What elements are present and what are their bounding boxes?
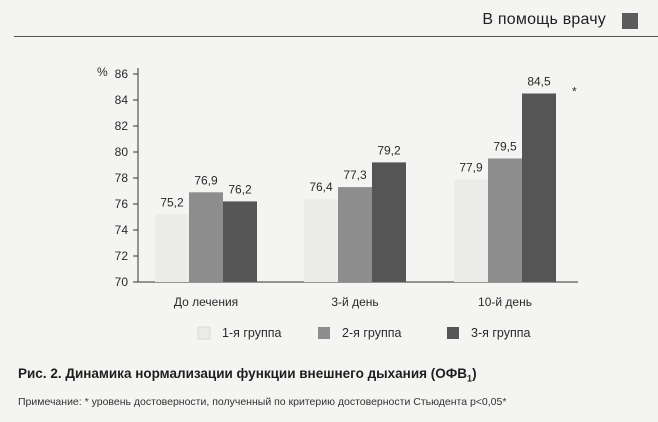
bar	[189, 192, 223, 282]
page-header: В помощь врачу	[0, 0, 658, 37]
section-marker-square	[622, 13, 638, 29]
significance-asterisk: *	[572, 85, 577, 99]
data-label: 77,9	[459, 160, 483, 174]
bar	[338, 187, 372, 282]
data-label: 77,3	[343, 168, 367, 182]
y-tick-label: 74	[115, 223, 129, 237]
figure-note: Примечание: * уровень достоверности, пол…	[18, 396, 507, 408]
data-label: 76,2	[228, 182, 252, 196]
bar-chart: 70 72 74 76 78 80 82 84 86% 75,2 76,9 76,2 До лечени…	[97, 65, 578, 340]
y-axis-label: %	[97, 65, 108, 79]
data-label: 76,4	[309, 180, 333, 194]
data-label: 84,5	[527, 75, 551, 89]
y-tick-label: 72	[115, 249, 129, 263]
data-label: 75,2	[160, 195, 184, 209]
legend-swatch	[197, 326, 211, 340]
y-tick-label: 78	[115, 171, 129, 185]
legend-swatch	[318, 327, 330, 339]
bar	[155, 214, 189, 282]
bar	[522, 93, 556, 282]
legend-label: 1-я группа	[222, 326, 282, 340]
legend-label: 2-я группа	[342, 326, 402, 340]
bar	[488, 158, 522, 282]
section-title: В помощь врачу	[482, 11, 606, 28]
caption-closing: )	[472, 366, 477, 381]
y-tick-label: 80	[115, 145, 129, 159]
figure-caption: Рис. 2. Динамика нормализации функции вн…	[18, 366, 477, 384]
y-tick-label: 76	[115, 197, 129, 211]
x-tick-label: До лечения	[174, 295, 238, 309]
x-tick-label: 10-й день	[478, 295, 532, 309]
header-divider	[14, 36, 658, 37]
y-tick-label: 86	[115, 67, 129, 81]
legend-label: 3-я группа	[471, 326, 531, 340]
x-tick-label: 3-й день	[331, 295, 378, 309]
y-tick-label: 84	[115, 93, 129, 107]
bar	[372, 162, 406, 282]
data-label: 76,9	[194, 173, 218, 187]
bar	[304, 198, 338, 282]
data-label: 79,2	[377, 143, 401, 157]
y-tick-label: 82	[115, 119, 129, 133]
bar	[454, 179, 488, 282]
data-label: 79,5	[493, 140, 517, 154]
bar	[223, 201, 257, 282]
caption-text: Рис. 2. Динамика нормализации функции вн…	[18, 366, 468, 381]
caption-subscript: 1	[467, 373, 473, 384]
legend-swatch	[447, 327, 459, 339]
y-tick-label: 70	[115, 275, 129, 289]
